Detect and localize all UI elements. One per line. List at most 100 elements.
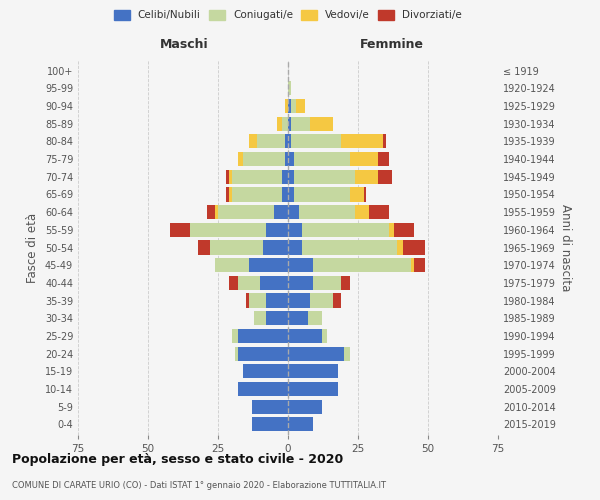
- Bar: [243, 364, 288, 378]
- Bar: [302, 240, 397, 254]
- Text: Popolazione per età, sesso e stato civile - 2020: Popolazione per età, sesso e stato civil…: [12, 452, 343, 466]
- Bar: [238, 382, 288, 396]
- Bar: [283, 188, 288, 202]
- Bar: [263, 240, 288, 254]
- Bar: [364, 188, 367, 202]
- Bar: [302, 222, 389, 237]
- Bar: [288, 222, 302, 237]
- Bar: [377, 152, 389, 166]
- Bar: [260, 276, 288, 290]
- Bar: [288, 400, 322, 414]
- Bar: [377, 170, 392, 184]
- Bar: [397, 240, 403, 254]
- Bar: [215, 205, 218, 219]
- Bar: [291, 134, 341, 148]
- Bar: [257, 134, 285, 148]
- Bar: [288, 294, 310, 308]
- Bar: [232, 329, 238, 343]
- Bar: [288, 170, 293, 184]
- Bar: [341, 276, 350, 290]
- Bar: [350, 188, 364, 202]
- Bar: [403, 240, 425, 254]
- Bar: [414, 258, 425, 272]
- Text: Femmine: Femmine: [359, 38, 424, 51]
- Bar: [299, 205, 355, 219]
- Bar: [229, 276, 238, 290]
- Bar: [411, 258, 414, 272]
- Bar: [288, 81, 291, 96]
- Bar: [288, 99, 291, 113]
- Text: COMUNE DI CARATE URIO (CO) - Dati ISTAT 1° gennaio 2020 - Elaborazione TUTTITALI: COMUNE DI CARATE URIO (CO) - Dati ISTAT …: [12, 480, 386, 490]
- Bar: [285, 99, 288, 113]
- Bar: [251, 418, 288, 432]
- Bar: [266, 311, 288, 326]
- Bar: [344, 346, 350, 360]
- Bar: [288, 418, 313, 432]
- Bar: [288, 258, 313, 272]
- Bar: [383, 134, 386, 148]
- Bar: [229, 170, 232, 184]
- Legend: Celibi/Nubili, Coniugati/e, Vedovi/e, Divorziati/e: Celibi/Nubili, Coniugati/e, Vedovi/e, Di…: [114, 10, 462, 20]
- Bar: [333, 294, 341, 308]
- Bar: [288, 382, 338, 396]
- Bar: [291, 116, 310, 131]
- Bar: [288, 276, 313, 290]
- Bar: [310, 116, 333, 131]
- Bar: [369, 205, 389, 219]
- Bar: [238, 276, 260, 290]
- Bar: [293, 152, 350, 166]
- Bar: [293, 170, 355, 184]
- Bar: [226, 170, 229, 184]
- Bar: [308, 311, 322, 326]
- Bar: [313, 276, 341, 290]
- Bar: [288, 240, 302, 254]
- Bar: [288, 152, 293, 166]
- Bar: [313, 258, 411, 272]
- Bar: [226, 188, 229, 202]
- Bar: [293, 188, 350, 202]
- Bar: [232, 188, 283, 202]
- Bar: [238, 329, 288, 343]
- Bar: [266, 294, 288, 308]
- Bar: [355, 170, 377, 184]
- Bar: [322, 329, 327, 343]
- Bar: [229, 188, 232, 202]
- Bar: [288, 346, 344, 360]
- Bar: [238, 152, 243, 166]
- Bar: [199, 240, 209, 254]
- Bar: [394, 222, 414, 237]
- Bar: [170, 222, 190, 237]
- Bar: [249, 134, 257, 148]
- Bar: [288, 329, 322, 343]
- Bar: [296, 99, 305, 113]
- Bar: [310, 294, 333, 308]
- Bar: [277, 116, 283, 131]
- Bar: [251, 400, 288, 414]
- Bar: [350, 152, 377, 166]
- Bar: [249, 294, 266, 308]
- Bar: [235, 346, 238, 360]
- Bar: [283, 170, 288, 184]
- Bar: [246, 294, 249, 308]
- Bar: [218, 205, 274, 219]
- Bar: [341, 134, 383, 148]
- Bar: [288, 116, 291, 131]
- Bar: [207, 205, 215, 219]
- Bar: [288, 205, 299, 219]
- Bar: [232, 170, 283, 184]
- Bar: [355, 205, 369, 219]
- Bar: [243, 152, 285, 166]
- Bar: [254, 311, 266, 326]
- Bar: [215, 258, 249, 272]
- Bar: [285, 152, 288, 166]
- Bar: [209, 240, 263, 254]
- Bar: [283, 116, 288, 131]
- Bar: [274, 205, 288, 219]
- Bar: [249, 258, 288, 272]
- Bar: [285, 134, 288, 148]
- Bar: [266, 222, 288, 237]
- Bar: [190, 222, 266, 237]
- Y-axis label: Fasce di età: Fasce di età: [26, 212, 39, 282]
- Bar: [389, 222, 394, 237]
- Bar: [238, 346, 288, 360]
